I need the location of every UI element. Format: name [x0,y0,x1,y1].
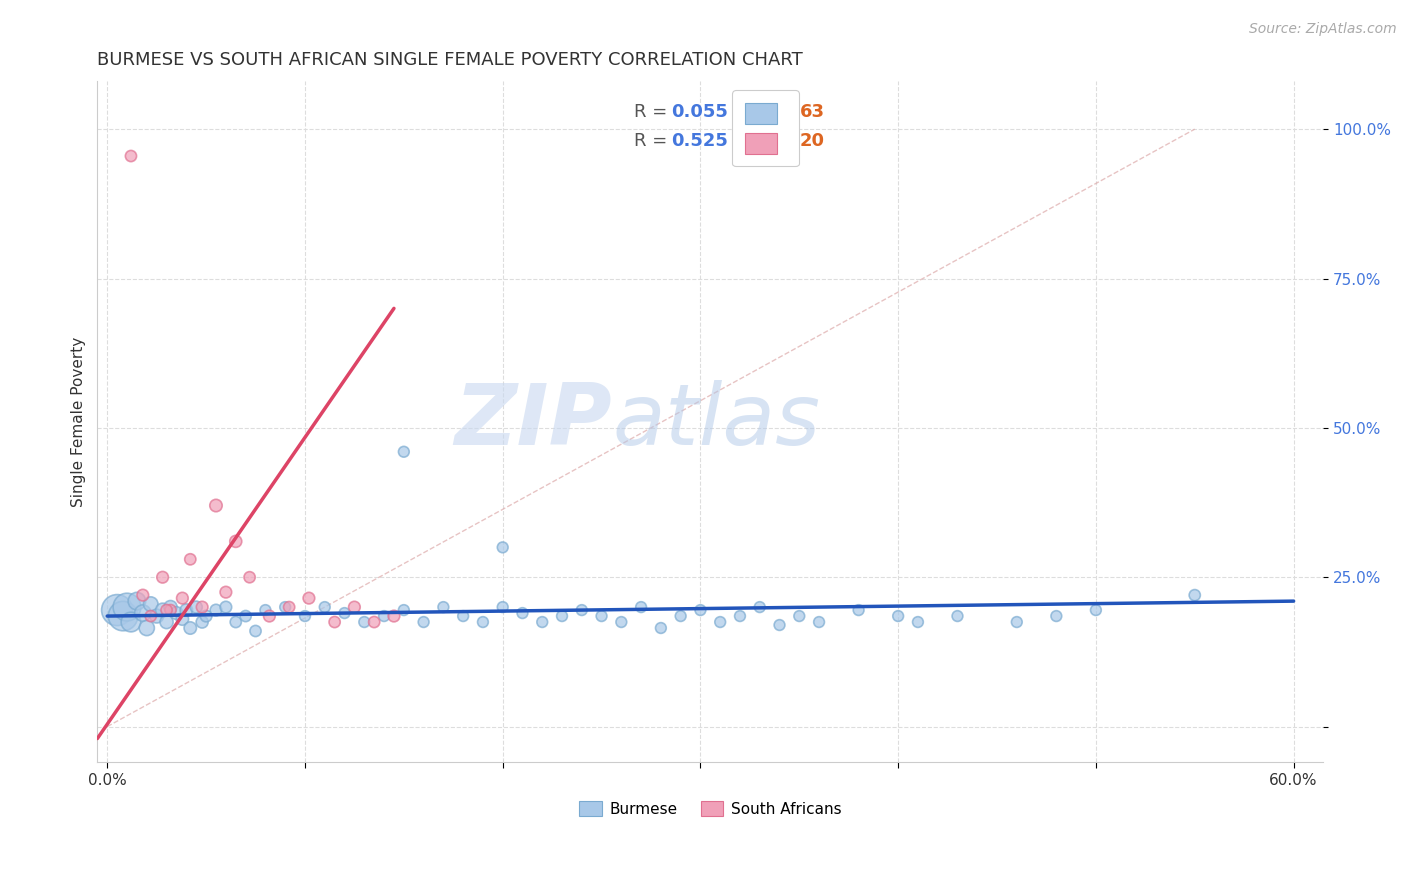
Point [225,534,247,549]
Point [205,499,228,513]
Point [115,600,138,615]
Point [176,603,198,617]
Point [259,609,281,624]
Point [591,609,613,624]
Point [630,600,652,615]
Point [551,609,574,624]
Point [363,615,385,629]
Text: BURMESE VS SOUTH AFRICAN SINGLE FEMALE POVERTY CORRELATION CHART: BURMESE VS SOUTH AFRICAN SINGLE FEMALE P… [97,51,803,69]
Point [323,615,346,629]
Point [512,606,534,620]
Point [787,609,810,624]
Point [946,609,969,624]
Point [165,606,187,620]
Point [132,588,155,602]
Point [471,615,494,629]
Point [235,609,257,624]
Text: N =: N = [747,132,799,150]
Point [152,570,174,584]
Point [274,600,297,615]
Point [254,603,277,617]
Text: 0.055: 0.055 [671,103,728,121]
Point [689,603,711,617]
Legend: Burmese, South Africans: Burmese, South Africans [572,795,848,823]
Y-axis label: Single Female Poverty: Single Female Poverty [72,337,86,507]
Text: R =: R = [634,132,673,150]
Point [294,609,316,624]
Point [225,615,247,629]
Point [343,600,366,615]
Point [159,603,181,617]
Point [333,606,356,620]
Point [571,603,593,617]
Point [373,609,395,624]
Point [669,609,692,624]
Point [215,585,238,599]
Point [887,609,910,624]
Text: N =: N = [747,103,799,121]
Point [728,609,751,624]
Point [155,615,177,629]
Point [152,603,174,617]
Point [145,609,167,624]
Text: 0.525: 0.525 [671,132,728,150]
Point [432,600,454,615]
Point [709,615,731,629]
Point [120,615,142,629]
Point [139,609,162,624]
Point [1184,588,1206,602]
Point [492,600,515,615]
Point [172,591,194,606]
Point [179,552,201,566]
Point [191,600,214,615]
Point [195,609,218,624]
Point [1045,609,1067,624]
Text: 20: 20 [800,132,825,150]
Text: 63: 63 [800,103,825,121]
Point [748,600,770,615]
Point [245,624,267,638]
Point [808,615,831,629]
Point [125,594,148,608]
Point [298,591,321,606]
Point [191,615,214,629]
Point [848,603,870,617]
Point [353,615,375,629]
Point [239,570,262,584]
Point [139,597,162,611]
Point [186,600,208,615]
Point [172,612,194,626]
Point [205,603,228,617]
Point [768,618,790,632]
Point [382,609,405,624]
Point [120,149,142,163]
Point [492,541,515,555]
Point [907,615,929,629]
Point [159,600,181,615]
Point [392,444,415,458]
Point [132,606,155,620]
Point [105,603,128,617]
Point [650,621,672,635]
Point [179,621,201,635]
Point [278,600,301,615]
Point [1005,615,1028,629]
Point [412,615,434,629]
Point [1084,603,1107,617]
Point [155,603,177,617]
Text: Source: ZipAtlas.com: Source: ZipAtlas.com [1249,22,1396,37]
Point [531,615,554,629]
Point [610,615,633,629]
Point [314,600,336,615]
Point [135,621,157,635]
Point [451,609,474,624]
Point [392,603,415,617]
Text: atlas: atlas [612,380,820,463]
Text: ZIP: ZIP [454,380,612,463]
Point [215,600,238,615]
Text: R =: R = [634,103,673,121]
Point [112,609,135,624]
